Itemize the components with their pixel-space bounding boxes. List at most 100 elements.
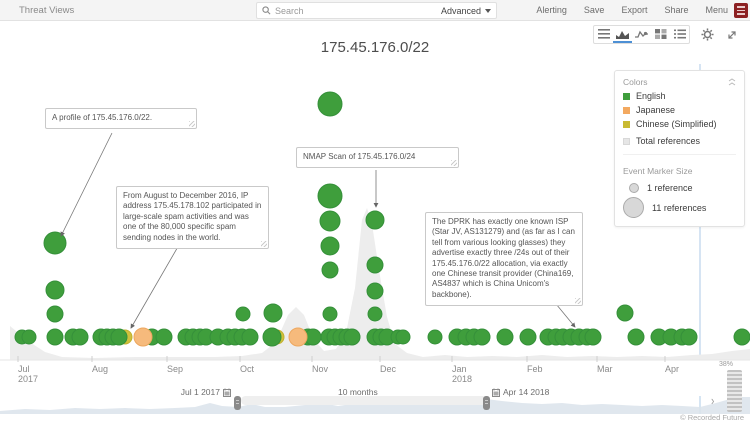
- timeline-resize-grip[interactable]: [727, 370, 742, 412]
- event-marker[interactable]: [584, 328, 602, 346]
- annotation-spam[interactable]: From August to December 2016, IP address…: [116, 186, 269, 249]
- legend-label: Chinese (Simplified): [636, 119, 717, 129]
- end-date-text: Apr 14 2018: [503, 387, 550, 397]
- advanced-dropdown[interactable]: Advanced: [435, 6, 491, 16]
- legend-label: Japanese: [636, 105, 676, 115]
- legend-label: English: [636, 91, 666, 101]
- event-marker[interactable]: [367, 306, 383, 322]
- event-marker[interactable]: [71, 328, 89, 346]
- scale-indicator: 38%: [719, 361, 734, 368]
- event-marker[interactable]: [155, 328, 173, 346]
- menu-link[interactable]: Menu: [705, 5, 728, 15]
- size-label: 1 reference: [647, 183, 693, 193]
- top-bar: Threat Views Search Advanced Alerting Sa…: [0, 0, 750, 21]
- advanced-label: Advanced: [440, 5, 481, 16]
- event-marker[interactable]: [235, 306, 251, 322]
- export-link[interactable]: Export: [621, 5, 648, 15]
- legend-item-chinese[interactable]: Chinese (Simplified): [623, 119, 736, 129]
- month-label: Mar: [597, 364, 613, 374]
- view-toolbar: [593, 25, 740, 44]
- size-row-one-reference: 1 reference: [623, 183, 736, 193]
- grid-view-icon[interactable]: [651, 26, 670, 43]
- area-chart-view-icon[interactable]: [613, 26, 632, 43]
- search-placeholder: Search: [275, 5, 304, 16]
- month-label: Oct: [240, 364, 255, 374]
- event-marker[interactable]: [322, 306, 338, 322]
- event-marker[interactable]: [46, 328, 64, 346]
- alerting-link[interactable]: Alerting: [536, 5, 567, 15]
- chinese-swatch: [623, 120, 630, 128]
- list-view-icon[interactable]: [594, 26, 613, 43]
- calendar-icon: [223, 388, 231, 397]
- month-label: Sep: [167, 364, 184, 374]
- month-label: Jul 2017: [18, 364, 39, 385]
- annotation-arrow: [60, 132, 113, 237]
- event-marker[interactable]: [733, 328, 750, 346]
- month-label: Feb: [527, 364, 543, 374]
- event-marker[interactable]: [427, 329, 443, 345]
- chevron-right-icon[interactable]: ›: [711, 394, 715, 409]
- event-marker[interactable]: [616, 304, 634, 322]
- one-reference-dot: [629, 183, 639, 193]
- event-marker[interactable]: [317, 183, 343, 209]
- event-marker[interactable]: [366, 282, 384, 300]
- event-marker[interactable]: [46, 305, 64, 323]
- slider-start-date: Jul 1 2017: [181, 387, 231, 397]
- annotation-dprk[interactable]: The DPRK has exactly one known ISP (Star…: [425, 212, 583, 307]
- size-row-eleven-references: 11 references: [623, 197, 736, 218]
- legend-item-total-references[interactable]: Total references: [623, 136, 736, 146]
- month-label: Dec: [380, 364, 397, 374]
- event-marker[interactable]: [319, 210, 341, 232]
- annotation-nmap[interactable]: NMAP Scan of 175.45.176.0/24: [296, 147, 459, 169]
- annotation-arrow: [130, 237, 184, 329]
- event-marker[interactable]: [366, 256, 384, 274]
- event-marker[interactable]: [21, 329, 37, 345]
- event-marker[interactable]: [395, 329, 411, 345]
- english-swatch: [623, 92, 630, 100]
- collapse-legend-icon[interactable]: [728, 78, 736, 86]
- event-marker[interactable]: [496, 328, 514, 346]
- table-view-icon[interactable]: [670, 26, 689, 43]
- calendar-icon: [492, 388, 500, 397]
- event-marker[interactable]: [288, 327, 308, 347]
- save-link[interactable]: Save: [583, 5, 605, 15]
- expand-icon[interactable]: [724, 27, 740, 43]
- event-marker[interactable]: [519, 328, 537, 346]
- view-switcher: [593, 25, 690, 44]
- legend-label: Total references: [636, 136, 701, 146]
- event-marker[interactable]: [43, 231, 67, 255]
- legend-item-english[interactable]: English: [623, 91, 736, 101]
- slider-start-handle[interactable]: [234, 396, 241, 410]
- event-marker[interactable]: [365, 210, 385, 230]
- legend-item-japanese[interactable]: Japanese: [623, 105, 736, 115]
- gear-icon[interactable]: [699, 27, 715, 43]
- event-marker[interactable]: [680, 328, 698, 346]
- legend-title: Colors: [623, 77, 648, 87]
- event-marker[interactable]: [343, 328, 361, 346]
- event-marker[interactable]: [133, 327, 153, 347]
- search-input[interactable]: Search Advanced: [256, 2, 497, 19]
- marker-size-title: Event Marker Size: [623, 166, 693, 176]
- event-marker[interactable]: [110, 328, 128, 346]
- event-marker[interactable]: [320, 236, 340, 256]
- share-link[interactable]: Share: [664, 5, 689, 15]
- event-marker[interactable]: [321, 261, 339, 279]
- event-marker[interactable]: [263, 303, 283, 323]
- annotation-profile[interactable]: A profile of 175.45.176.0/22.: [45, 108, 197, 130]
- copyright: © Recorded Future: [680, 413, 744, 422]
- slider-end-handle[interactable]: [483, 396, 490, 410]
- event-marker[interactable]: [45, 280, 65, 300]
- brand-logo-icon[interactable]: [734, 3, 748, 18]
- event-marker[interactable]: [627, 328, 645, 346]
- month-label: Aug: [92, 364, 109, 374]
- event-marker[interactable]: [317, 91, 343, 117]
- slider-selected-range[interactable]: [241, 396, 487, 405]
- event-flow-view-icon[interactable]: [632, 26, 651, 43]
- event-marker[interactable]: [262, 327, 282, 347]
- event-marker[interactable]: [241, 328, 259, 346]
- total-references-area: [10, 208, 750, 360]
- overview-area: [0, 397, 750, 414]
- event-marker[interactable]: [473, 328, 491, 346]
- month-label: Apr: [665, 364, 680, 374]
